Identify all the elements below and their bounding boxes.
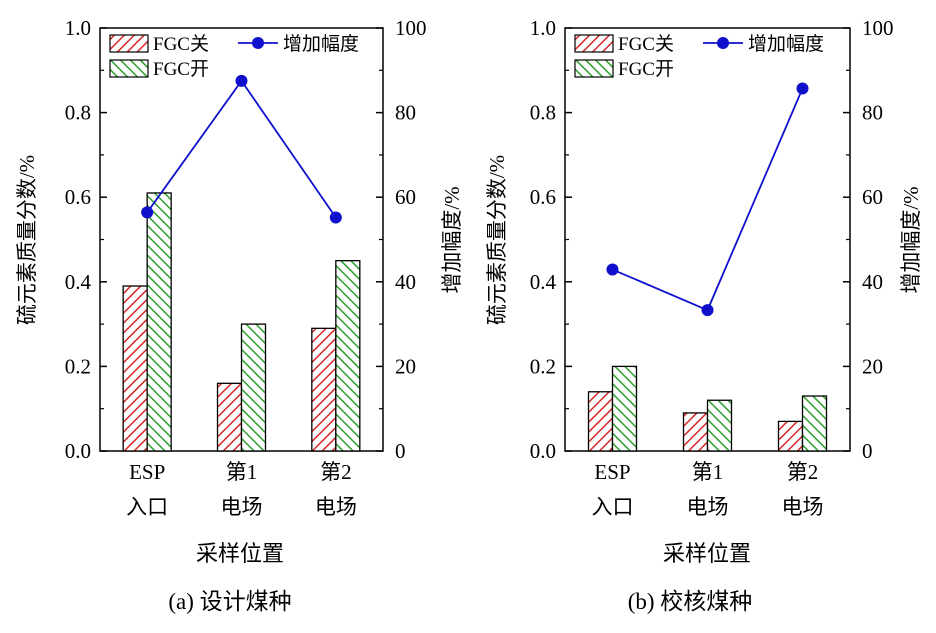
y-tick-label: 0.4 [65, 270, 92, 294]
line-point [329, 211, 342, 224]
panel-b-caption: (b) 校核煤种 [628, 589, 753, 614]
y2-tick-label: 100 [862, 16, 894, 40]
y-tick-label: 0.4 [530, 270, 557, 294]
bar-fgc-off [122, 285, 148, 452]
y2-tick-label: 0 [395, 439, 406, 463]
panel-a-xlabel: 采样位置 [196, 541, 284, 566]
line-point [141, 206, 154, 219]
y-tick-label: 0.2 [65, 354, 91, 378]
legend-label-increase: 增加幅度 [283, 33, 359, 55]
bar-fgc-on [706, 399, 733, 452]
legend-swatch-fgc-off [109, 34, 149, 53]
bar-fgc-off [587, 391, 614, 452]
legend-label-fgc-off: FGC关 [618, 33, 674, 55]
y-tick-label: 0.2 [530, 354, 556, 378]
legend-label-fgc-on: FGC开 [618, 59, 674, 80]
line-point [606, 263, 619, 276]
legend-swatch-fgc-on [109, 59, 149, 78]
plot-a: 0.0 0.2 0.4 0.6 0.8 1.0 0 20 40 60 80 100 ESP 入口 第1 电场 第… [65, 16, 427, 519]
category-label-line1: 第2 [320, 460, 352, 484]
y-tick-label: 0.0 [65, 439, 91, 463]
bar-fgc-on [611, 365, 638, 452]
legend-swatch-fgc-off [574, 34, 614, 53]
panel-b-y2label: 增加幅度/% [899, 186, 923, 293]
category-label-line2: 电场 [687, 495, 729, 519]
y2-tick-label: 0 [862, 439, 873, 463]
category-label-line1: ESP [129, 460, 165, 484]
y2-tick-label: 20 [862, 354, 883, 378]
line-point [235, 74, 248, 87]
y2-tick-label: 80 [862, 101, 883, 125]
category-label-line1: ESP [594, 460, 630, 484]
category-label-line1: 第2 [787, 460, 819, 484]
line-increase [612, 88, 804, 312]
category-label-line2: 电场 [221, 495, 263, 519]
line-point [701, 304, 714, 317]
category-label-line2: 电场 [782, 495, 824, 519]
y-tick-label: 0.6 [65, 185, 91, 209]
y-tick-label: 0.6 [530, 185, 556, 209]
legend-label-fgc-on: FGC开 [153, 59, 209, 80]
category-label-line2: 入口 [126, 495, 168, 519]
y2-tick-label: 20 [395, 354, 416, 378]
legend: FGC关 FGC开 增加幅度 [574, 33, 824, 80]
bar-fgc-off [216, 382, 243, 452]
legend-label-increase: 增加幅度 [748, 33, 824, 55]
y-tick-label: 0.0 [530, 439, 556, 463]
line-point [796, 82, 809, 95]
y-tick-label: 1.0 [65, 16, 91, 40]
y2-tick-label: 40 [395, 270, 416, 294]
category-label-line1: 第1 [692, 460, 724, 484]
bar-fgc-on [240, 323, 267, 452]
bar-fgc-off [682, 412, 709, 452]
y-tick-label: 0.8 [530, 101, 556, 125]
category-label-line2: 入口 [592, 495, 634, 519]
plot-b: 0.0 0.2 0.4 0.6 0.8 1.0 0 20 40 60 80 100 ESP 入口 第1 电场 第… [530, 16, 894, 519]
y2-tick-label: 60 [395, 185, 416, 209]
panel-a: 硫元素质量分数/% 增加幅度/% 采样位置 (a) 设计煤种 [15, 155, 464, 614]
legend-label-fgc-off: FGC关 [153, 33, 209, 55]
legend-marker-increase [252, 37, 264, 49]
panel-a-ylabel: 硫元素质量分数/% [15, 155, 39, 325]
legend-marker-increase [717, 37, 729, 49]
panel-a-caption: (a) 设计煤种 [168, 589, 291, 614]
bar-fgc-on [335, 259, 361, 452]
y2-tick-label: 100 [395, 16, 427, 40]
panel-a-y2label: 增加幅度/% [440, 186, 464, 293]
bar-fgc-off [311, 327, 337, 452]
y-tick-label: 0.8 [65, 101, 91, 125]
bar-fgc-on [801, 395, 828, 452]
bar-fgc-off [777, 420, 804, 452]
panel-b: 硫元素质量分数/% 增加幅度/% 采样位置 (b) 校核煤种 [485, 155, 923, 614]
y2-tick-label: 40 [862, 270, 883, 294]
bar-fgc-on [146, 192, 172, 452]
category-label-line2: 电场 [315, 495, 357, 519]
panel-b-xlabel: 采样位置 [663, 541, 751, 566]
y-tick-label: 1.0 [530, 16, 556, 40]
y2-tick-label: 60 [862, 185, 883, 209]
panel-b-ylabel: 硫元素质量分数/% [485, 155, 509, 325]
line-increase [146, 79, 337, 219]
legend: FGC关 FGC开 增加幅度 [109, 33, 359, 80]
legend-swatch-fgc-on [574, 59, 614, 78]
category-label-line1: 第1 [226, 460, 258, 484]
y2-tick-label: 80 [395, 101, 416, 125]
